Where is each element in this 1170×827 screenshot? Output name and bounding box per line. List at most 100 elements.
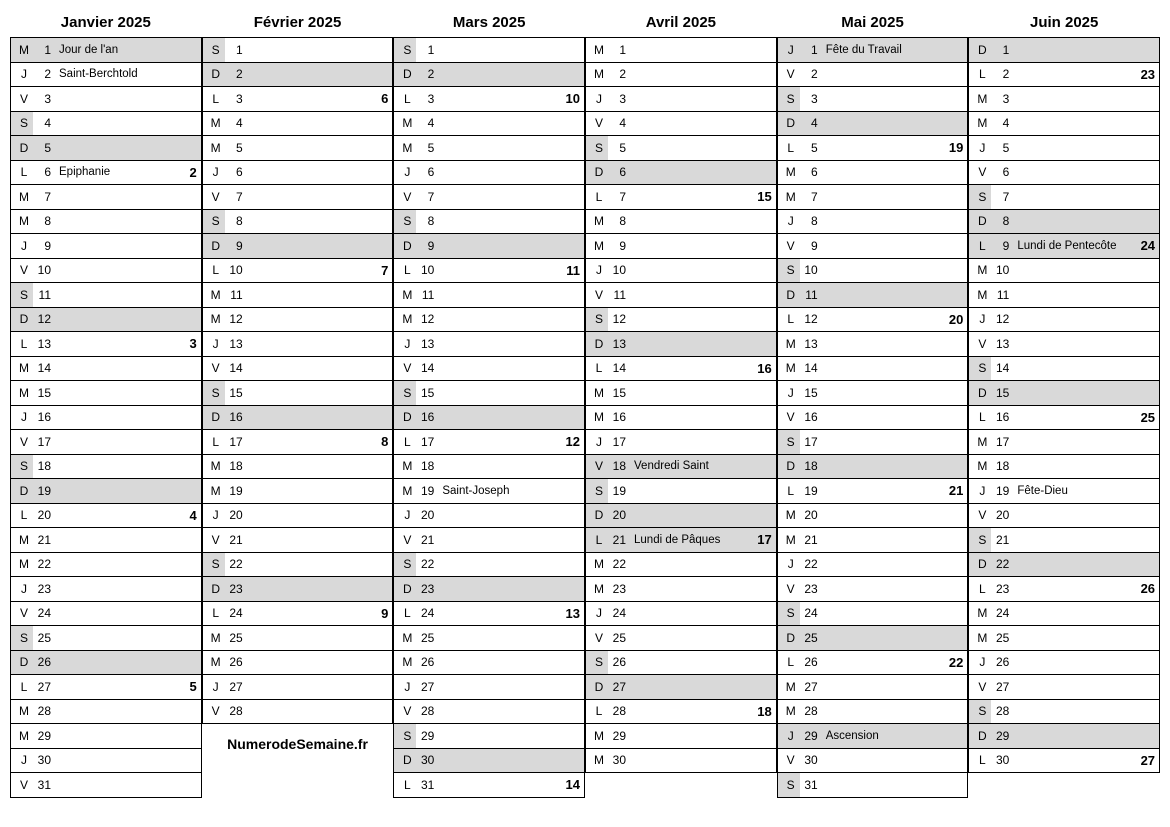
day-cell: S11: [11, 283, 202, 308]
day-cell: S7: [969, 185, 1159, 210]
day-weekday: D: [211, 582, 220, 596]
day-weekday: V: [978, 165, 986, 179]
day-cell: S15: [394, 381, 585, 406]
day-number: 12: [33, 312, 53, 326]
day-number: 6: [225, 165, 245, 179]
day-weekday: M: [19, 704, 29, 718]
day-weekday: D: [978, 214, 987, 228]
day-number: 11: [416, 288, 436, 302]
day-number: 8: [225, 214, 245, 228]
day-cell: J6: [394, 161, 585, 186]
day-number: 4: [33, 116, 53, 130]
day-number: 14: [416, 361, 436, 375]
day-cell: L3114: [394, 773, 585, 798]
month-column: Février 2025S1D2L36M4M5J6V7S8D9L107M11M1…: [202, 10, 394, 798]
day-cell: S12: [586, 308, 777, 333]
day-number: 25: [608, 631, 628, 645]
day-number: 24: [225, 606, 245, 620]
day-cell: D25: [778, 626, 969, 651]
day-cell: D30: [394, 749, 585, 774]
day-number: 1: [608, 43, 628, 57]
day-number: 14: [991, 361, 1011, 375]
days-list: M1Jour de l'anJ2Saint-BerchtoldV3S4D5L6É…: [10, 37, 202, 798]
day-number: 1: [225, 43, 245, 57]
day-cell: M5: [394, 136, 585, 161]
day-weekday: L: [787, 484, 794, 498]
day-weekday: M: [211, 631, 221, 645]
day-weekday: J: [21, 753, 27, 767]
day-weekday: J: [979, 484, 985, 498]
day-cell: L107: [203, 259, 394, 284]
day-weekday: D: [403, 67, 412, 81]
day-number: 29: [608, 729, 628, 743]
day-cell: V24: [11, 602, 202, 627]
day-number: 8: [991, 214, 1011, 228]
day-cell: L3027: [969, 749, 1159, 774]
day-number: 11: [608, 288, 628, 302]
day-cell: S28: [969, 700, 1159, 725]
day-cell: M16: [586, 406, 777, 431]
day-weekday: M: [211, 288, 221, 302]
week-number: 18: [757, 704, 775, 719]
day-weekday: V: [978, 337, 986, 351]
day-cell: D12: [11, 308, 202, 333]
day-weekday: S: [403, 729, 411, 743]
day-cell: V18Vendredi Saint: [586, 455, 777, 480]
day-weekday: M: [402, 484, 412, 498]
day-note: Lundi de Pâques: [628, 534, 757, 546]
day-weekday: M: [402, 459, 412, 473]
day-number: 21: [225, 533, 245, 547]
day-number: 15: [800, 386, 820, 400]
day-cell: M20: [778, 504, 969, 529]
day-weekday: S: [20, 116, 28, 130]
day-number: 30: [608, 753, 628, 767]
day-weekday: M: [19, 533, 29, 547]
day-weekday: L: [21, 680, 28, 694]
day-number: 4: [991, 116, 1011, 130]
day-cell: S19: [586, 479, 777, 504]
day-weekday: D: [20, 655, 29, 669]
day-number: 13: [800, 337, 820, 351]
day-number: 10: [225, 263, 245, 277]
day-note: Ascension: [820, 730, 968, 742]
day-cell: M4: [203, 112, 394, 137]
day-weekday: D: [978, 386, 987, 400]
day-number: 3: [225, 92, 245, 106]
day-cell: S15: [203, 381, 394, 406]
day-weekday: S: [212, 557, 220, 571]
day-number: 6: [33, 165, 53, 179]
day-number: 30: [991, 753, 1011, 767]
day-cell: D26: [11, 651, 202, 676]
day-number: 20: [416, 508, 436, 522]
day-weekday: D: [595, 337, 604, 351]
day-weekday: M: [19, 557, 29, 571]
day-number: 22: [416, 557, 436, 571]
day-cell: S3: [778, 87, 969, 112]
week-number: 26: [1141, 581, 1159, 596]
day-number: 3: [991, 92, 1011, 106]
day-weekday: D: [786, 288, 795, 302]
day-number: 21: [416, 533, 436, 547]
day-weekday: M: [977, 116, 987, 130]
day-cell: J23: [11, 577, 202, 602]
day-weekday: V: [212, 361, 220, 375]
day-cell: M25: [969, 626, 1159, 651]
day-number: 24: [33, 606, 53, 620]
day-cell: D15: [969, 381, 1159, 406]
day-cell: M2: [586, 63, 777, 88]
day-number: 18: [991, 459, 1011, 473]
day-weekday: S: [403, 43, 411, 57]
day-number: 22: [225, 557, 245, 571]
day-weekday: V: [20, 435, 28, 449]
day-number: 5: [33, 141, 53, 155]
day-cell: S4: [11, 112, 202, 137]
day-cell: D5: [11, 136, 202, 161]
day-number: 11: [800, 288, 820, 302]
day-weekday: J: [979, 141, 985, 155]
day-cell: M26: [394, 651, 585, 676]
day-weekday: V: [212, 533, 220, 547]
day-weekday: J: [596, 263, 602, 277]
day-cell: D27: [586, 675, 777, 700]
day-cell: D16: [203, 406, 394, 431]
day-weekday: J: [213, 508, 219, 522]
